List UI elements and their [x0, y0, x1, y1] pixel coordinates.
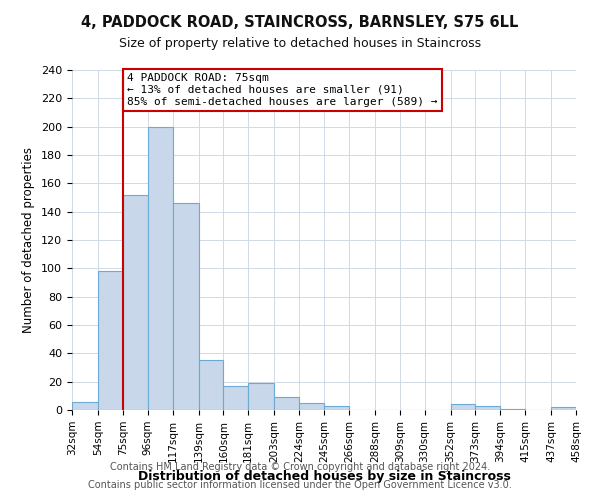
Bar: [475, 406, 500, 410]
Bar: [148, 126, 173, 410]
Bar: [98, 271, 123, 410]
Y-axis label: Number of detached properties: Number of detached properties: [22, 147, 35, 333]
Text: 4 PADDOCK ROAD: 75sqm
← 13% of detached houses are smaller (91)
85% of semi-deta: 4 PADDOCK ROAD: 75sqm ← 13% of detached …: [127, 74, 438, 106]
Bar: [324, 406, 349, 410]
Bar: [199, 360, 223, 410]
Text: Contains public sector information licensed under the Open Government Licence v3: Contains public sector information licen…: [88, 480, 512, 490]
Bar: [123, 194, 148, 410]
Bar: [274, 397, 299, 410]
Text: Size of property relative to detached houses in Staincross: Size of property relative to detached ho…: [119, 38, 481, 51]
Bar: [500, 408, 525, 410]
X-axis label: Distribution of detached houses by size in Staincross: Distribution of detached houses by size …: [137, 470, 511, 483]
Bar: [248, 383, 274, 410]
Text: Contains HM Land Registry data © Crown copyright and database right 2024.: Contains HM Land Registry data © Crown c…: [110, 462, 490, 472]
Bar: [223, 386, 248, 410]
Bar: [451, 404, 475, 410]
Bar: [72, 402, 98, 410]
Bar: [299, 403, 324, 410]
Bar: [173, 203, 199, 410]
Bar: [551, 407, 576, 410]
Text: 4, PADDOCK ROAD, STAINCROSS, BARNSLEY, S75 6LL: 4, PADDOCK ROAD, STAINCROSS, BARNSLEY, S…: [82, 15, 518, 30]
